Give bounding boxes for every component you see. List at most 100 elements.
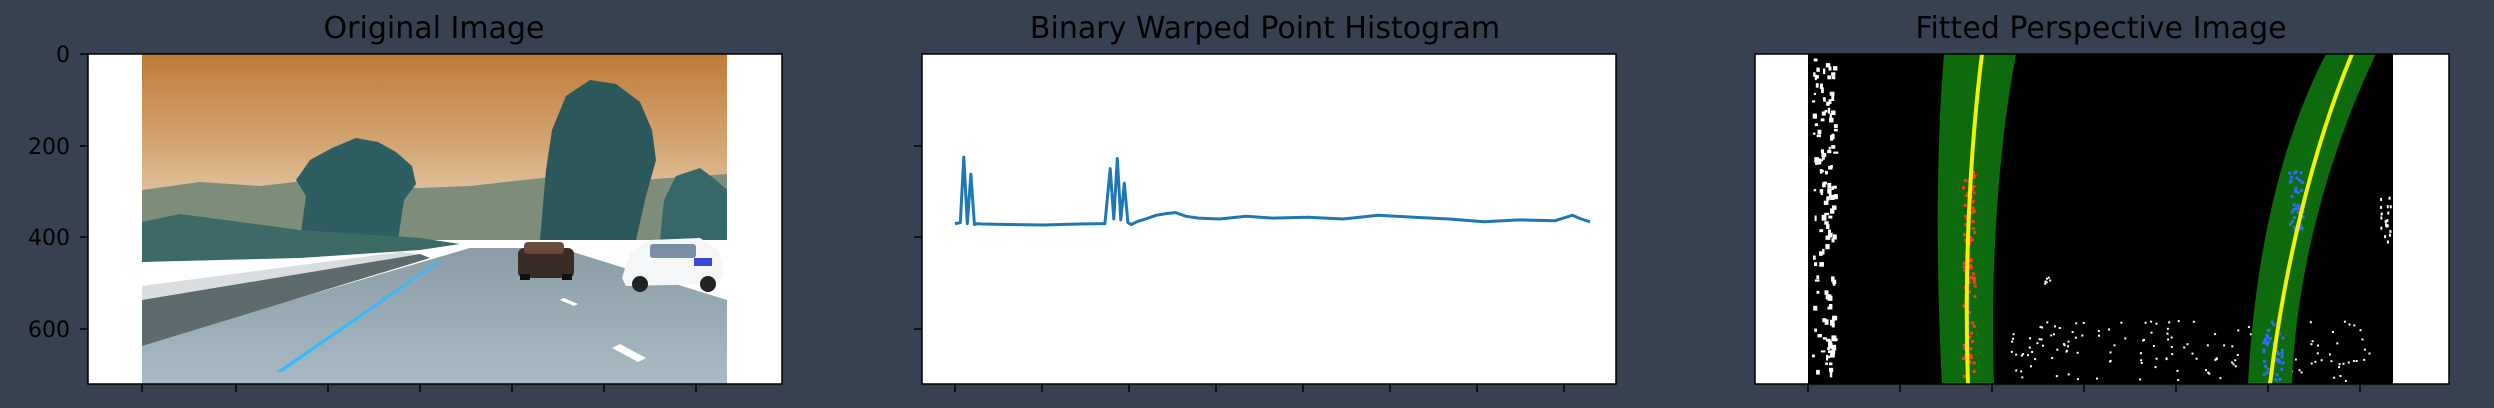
lane-pixel bbox=[2295, 176, 2299, 180]
binary-pixel bbox=[1824, 290, 1829, 295]
binary-pixel bbox=[2065, 349, 2068, 352]
lane-pixel bbox=[2262, 350, 2266, 354]
binary-pixel bbox=[2380, 216, 2383, 220]
lane-pixel bbox=[1968, 335, 1972, 339]
panel-original-image: Original Image bbox=[28, 11, 783, 392]
binary-pixel bbox=[2097, 329, 2100, 332]
binary-pixel bbox=[1830, 208, 1835, 214]
binary-pixel bbox=[1828, 342, 1833, 349]
left-fit-line bbox=[1964, 53, 1984, 385]
binary-pixel bbox=[1815, 83, 1819, 88]
lane-pixel bbox=[1969, 354, 1973, 357]
lane-pixel bbox=[1968, 265, 1972, 269]
lane-pixel bbox=[2277, 359, 2281, 363]
binary-pixel bbox=[2207, 371, 2210, 374]
y-tick-label: 200 bbox=[28, 135, 70, 160]
binary-pixel bbox=[2031, 351, 2034, 353]
lane-pixel bbox=[1963, 343, 1966, 347]
binary-pixel bbox=[2021, 376, 2024, 379]
binary-pixel bbox=[2139, 352, 2142, 355]
binary-pixel bbox=[2236, 354, 2239, 356]
binary-pixel bbox=[1824, 319, 1829, 325]
lane-pixel bbox=[1962, 304, 1966, 308]
binary-pixel bbox=[1828, 215, 1833, 219]
binary-pixel bbox=[2249, 333, 2252, 336]
binary-pixel bbox=[2363, 358, 2366, 361]
binary-pixel bbox=[1828, 229, 1831, 235]
binary-pixel bbox=[2328, 353, 2331, 356]
binary-pixel bbox=[1817, 334, 1822, 338]
binary-pixel bbox=[2144, 321, 2147, 324]
lane-pixel bbox=[1971, 272, 1975, 276]
binary-pixel bbox=[1831, 344, 1837, 351]
lane-pixel bbox=[2262, 360, 2266, 363]
binary-pixel bbox=[1813, 189, 1817, 192]
binary-pixel bbox=[2214, 358, 2217, 361]
binary-pixel bbox=[2011, 340, 2014, 343]
lane-pixel bbox=[2278, 377, 2282, 381]
lane-pixel bbox=[1963, 204, 1967, 207]
binary-pixel bbox=[2231, 361, 2234, 364]
binary-pixel bbox=[2170, 336, 2173, 339]
lane-pixel bbox=[2290, 194, 2294, 198]
x-axis-ticks bbox=[1807, 384, 2361, 392]
lane-pixel bbox=[1971, 206, 1975, 210]
binary-pixel bbox=[2075, 322, 2078, 325]
binary-pixel bbox=[2389, 205, 2392, 209]
y-tick-label: 600 bbox=[28, 318, 70, 343]
lane-pixel bbox=[2296, 190, 2300, 194]
lane-pixel bbox=[2268, 337, 2272, 341]
binary-pixel bbox=[2053, 333, 2055, 336]
lane-line-left bbox=[276, 262, 440, 372]
binary-pixel bbox=[2336, 342, 2339, 345]
binary-pixel bbox=[2139, 378, 2142, 381]
binary-pixel bbox=[2309, 321, 2312, 324]
binary-pixel bbox=[2380, 226, 2383, 230]
binary-pixel bbox=[2166, 327, 2169, 330]
binary-pixel bbox=[2208, 372, 2211, 375]
lane-pixel bbox=[2290, 210, 2294, 214]
binary-pixel bbox=[1824, 212, 1830, 216]
panel-title: Binary Warped Point Histogram bbox=[1030, 11, 1500, 46]
binary-pixel bbox=[2386, 240, 2389, 244]
lane-pixel bbox=[2265, 333, 2269, 337]
tree-cluster-right bbox=[540, 80, 656, 240]
lane-pixel bbox=[2265, 343, 2269, 347]
binary-pixel bbox=[2020, 370, 2023, 373]
binary-pixel bbox=[1829, 304, 1833, 310]
binary-pixel bbox=[1812, 132, 1816, 135]
binary-pixel bbox=[1831, 95, 1835, 101]
lane-pixel bbox=[2273, 359, 2277, 363]
lane-pixel bbox=[2277, 352, 2280, 356]
lane-pixel bbox=[2281, 336, 2285, 340]
binary-pixel bbox=[1828, 165, 1833, 170]
binary-pixel bbox=[2109, 351, 2112, 354]
lane-dash-right-1 bbox=[612, 344, 646, 362]
binary-pixel bbox=[1820, 118, 1825, 122]
binary-pixel bbox=[2058, 327, 2061, 329]
lane-pixel bbox=[2293, 228, 2297, 232]
detected-lane-pixels bbox=[1962, 170, 2305, 382]
binary-pixel bbox=[2205, 369, 2207, 372]
binary-pixel bbox=[2113, 344, 2116, 347]
binary-pixel bbox=[1814, 279, 1820, 282]
lane-pixel bbox=[1966, 191, 1970, 195]
lane-pixel bbox=[1969, 276, 1973, 280]
binary-pixel bbox=[2380, 205, 2383, 209]
binary-pixel bbox=[2183, 346, 2186, 349]
lane-pixel bbox=[2263, 338, 2267, 341]
binary-pixel bbox=[1831, 110, 1836, 116]
binary-pixel bbox=[2338, 366, 2341, 369]
binary-pixel bbox=[2353, 324, 2356, 327]
lane-pixel bbox=[2300, 227, 2304, 230]
binary-pixel bbox=[1813, 255, 1816, 260]
binary-pixel bbox=[2044, 280, 2047, 283]
binary-pixel bbox=[1822, 337, 1827, 340]
binary-pixel bbox=[1814, 328, 1818, 332]
binary-pixel bbox=[2040, 338, 2043, 341]
y-tick-label: 400 bbox=[28, 226, 70, 251]
binary-pixel bbox=[1826, 196, 1830, 201]
binary-pixel bbox=[1816, 275, 1820, 280]
binary-pixel bbox=[1829, 362, 1833, 366]
binary-pixel bbox=[2332, 330, 2334, 333]
